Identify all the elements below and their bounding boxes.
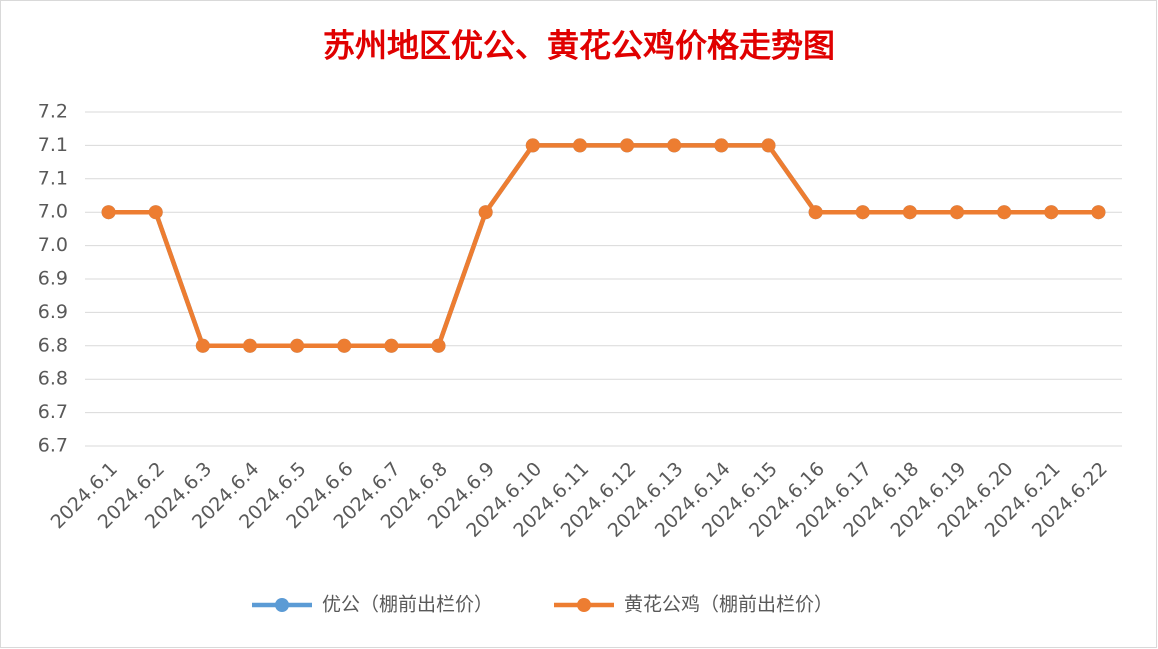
y-tick-label: 6.7 (38, 435, 68, 457)
point (337, 338, 352, 353)
y-tick-label: 7.2 (38, 101, 68, 123)
point (1091, 205, 1106, 220)
point (290, 338, 305, 353)
legend-label: 黄花公鸡（棚前出栏价） (624, 594, 833, 616)
point (478, 205, 493, 220)
point (1044, 205, 1059, 220)
point (148, 205, 163, 220)
y-tick-label: 6.8 (38, 334, 68, 356)
legend-marker (577, 598, 591, 612)
point (808, 205, 823, 220)
y-tick-label: 6.9 (38, 268, 68, 290)
y-tick-label: 7.0 (38, 234, 68, 256)
y-tick-label: 7.1 (38, 134, 68, 156)
y-tick-label: 6.8 (38, 368, 68, 390)
point (525, 138, 540, 153)
point (572, 138, 587, 153)
point (195, 338, 210, 353)
y-tick-label: 6.7 (38, 401, 68, 423)
point (997, 205, 1012, 220)
y-tick-label: 6.9 (38, 301, 68, 323)
point (667, 138, 682, 153)
point (431, 338, 446, 353)
point (761, 138, 776, 153)
point (902, 205, 917, 220)
point (384, 338, 399, 353)
chart-title: 苏州地区优公、黄花公鸡价格走势图 (323, 27, 835, 65)
y-tick-label: 7.0 (38, 201, 68, 223)
point (620, 138, 635, 153)
legend-marker (275, 598, 289, 612)
series-line (108, 143, 1099, 349)
point (242, 338, 257, 353)
point (714, 138, 729, 153)
point (950, 205, 965, 220)
legend-label: 优公（棚前出栏价） (322, 594, 493, 616)
point (855, 205, 870, 220)
point (101, 205, 116, 220)
y-tick-label: 7.1 (38, 167, 68, 189)
